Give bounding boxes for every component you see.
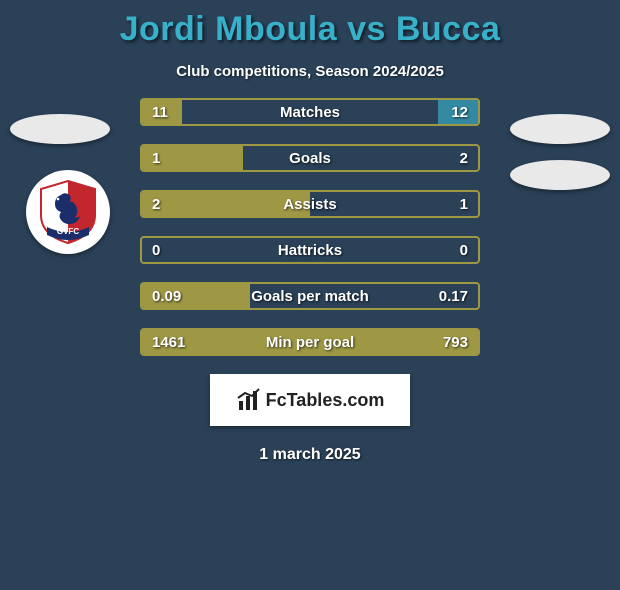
stat-label: Matches bbox=[142, 100, 478, 124]
brand-chart-icon bbox=[236, 387, 262, 413]
brand-label: FcTables.com bbox=[266, 390, 385, 411]
stat-label: Hattricks bbox=[142, 238, 478, 262]
stat-row: 12Goals bbox=[140, 144, 480, 172]
stat-bar-right bbox=[438, 100, 478, 124]
stats-bars: 1112Matches 12Goals 21Assists 0 0Hattricks 0.… bbox=[140, 98, 480, 356]
player-left-avatar-placeholder bbox=[10, 114, 110, 144]
stat-row: 21Assists bbox=[140, 190, 480, 218]
brand-box: FcTables.com bbox=[210, 374, 410, 426]
comparison-subtitle: Club competitions, Season 2024/2025 bbox=[0, 63, 620, 80]
club-crest-icon: GVFC bbox=[33, 177, 103, 247]
stat-value-right: 1 bbox=[450, 192, 478, 216]
snapshot-date: 1 march 2025 bbox=[0, 446, 620, 464]
stat-bar-left bbox=[142, 146, 243, 170]
comparison-content: GVFC 1112Matches 12Goals 21Assists 0 0Hattri… bbox=[0, 98, 620, 464]
player-right-club-placeholder bbox=[510, 160, 610, 190]
stat-bar-left bbox=[142, 192, 310, 216]
comparison-title: Jordi Mboula vs Bucca bbox=[0, 10, 620, 49]
player-left-club-badge: GVFC bbox=[26, 170, 110, 254]
stat-bar-left bbox=[142, 284, 250, 308]
stat-bar-left bbox=[142, 330, 478, 354]
stat-bar-left bbox=[142, 100, 182, 124]
stat-row: 0 0Hattricks bbox=[140, 236, 480, 264]
svg-text:GVFC: GVFC bbox=[57, 227, 79, 236]
stat-row: 1461793Min per goal bbox=[140, 328, 480, 356]
stat-row: 1112Matches bbox=[140, 98, 480, 126]
stat-value-right: 0 bbox=[450, 238, 478, 262]
stat-value-right: 2 bbox=[450, 146, 478, 170]
player-right-avatar-placeholder bbox=[510, 114, 610, 144]
stat-row: 0.090.17Goals per match bbox=[140, 282, 480, 310]
stat-value-right: 0.17 bbox=[429, 284, 478, 308]
stat-value-left: 0 bbox=[142, 238, 170, 262]
